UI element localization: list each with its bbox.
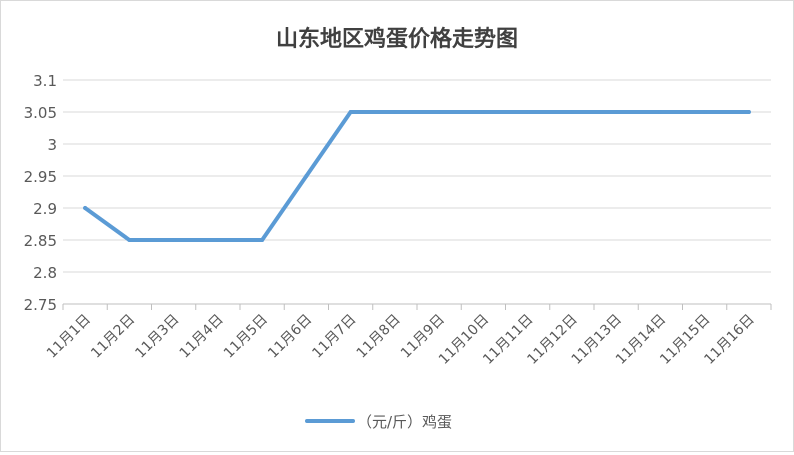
data-point — [348, 110, 353, 114]
y-tick-label: 3 — [47, 136, 57, 154]
legend-label: （元/斤）鸡蛋 — [357, 413, 452, 431]
y-tick-label: 3.05 — [24, 104, 57, 122]
data-point — [392, 110, 397, 114]
x-tick-label: 11月5日 — [221, 312, 271, 362]
y-tick-label: 2.9 — [33, 200, 57, 218]
data-point — [260, 238, 265, 242]
x-tick-label: 11月7日 — [309, 312, 359, 362]
data-point — [437, 110, 442, 114]
data-point — [304, 174, 309, 178]
y-tick-label: 2.8 — [33, 264, 57, 282]
series-line — [83, 110, 751, 242]
y-tick-label: 3.1 — [33, 72, 57, 90]
y-tick-label: 2.85 — [24, 232, 57, 250]
data-point — [658, 110, 663, 114]
data-point — [127, 238, 132, 242]
chart-title: 山东地区鸡蛋价格走势图 — [276, 26, 518, 52]
legend: （元/斤）鸡蛋 — [305, 413, 452, 431]
data-point — [746, 110, 751, 114]
x-tick-label: 11月6日 — [265, 312, 315, 362]
x-tick-label: 11月4日 — [177, 312, 227, 362]
data-point — [481, 110, 486, 114]
x-tick-label: 11月2日 — [88, 312, 138, 362]
data-point — [215, 238, 220, 242]
y-tick-label: 2.75 — [24, 296, 57, 314]
data-point — [702, 110, 707, 114]
x-tick-label: 11月8日 — [354, 312, 404, 362]
data-point — [171, 238, 176, 242]
y-tick-label: 2.95 — [24, 168, 57, 186]
data-point — [569, 110, 574, 114]
x-tick-label: 11月3日 — [132, 312, 182, 362]
data-point — [83, 206, 88, 210]
data-point — [614, 110, 619, 114]
x-tick-label: 11月1日 — [44, 312, 94, 362]
data-point — [525, 110, 530, 114]
